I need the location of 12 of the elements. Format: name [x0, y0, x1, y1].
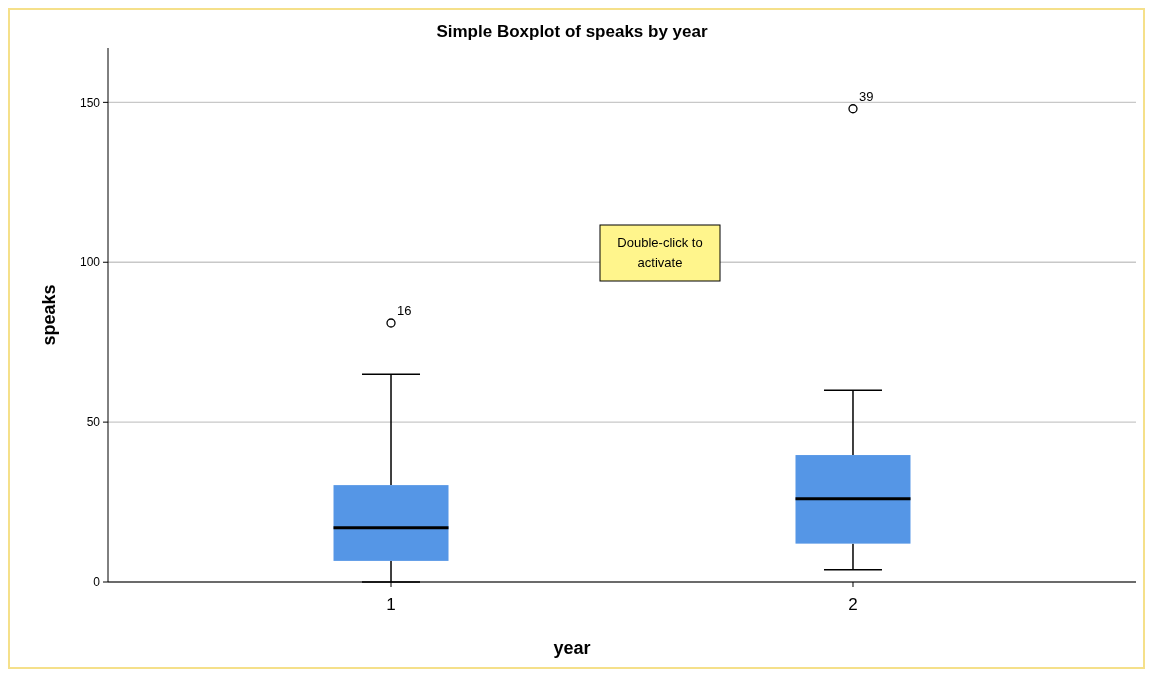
annotation: 16 [397, 302, 412, 318]
y-axis-title: speaks [39, 284, 59, 346]
y-tick-label: 0 [93, 575, 101, 590]
annotation: 39 [858, 88, 874, 104]
annotation: Double-click to activate [617, 235, 703, 270]
y-tick-label: 50 [86, 415, 101, 430]
chart-title: Simple Boxplot of speaks by year [436, 22, 708, 41]
y-tick-label: 150 [79, 95, 101, 110]
x-tick-label: 1 [386, 595, 396, 614]
x-tick-label: 2 [848, 595, 858, 614]
x-axis-title: year [553, 638, 591, 658]
y-tick-label: 100 [79, 255, 101, 270]
